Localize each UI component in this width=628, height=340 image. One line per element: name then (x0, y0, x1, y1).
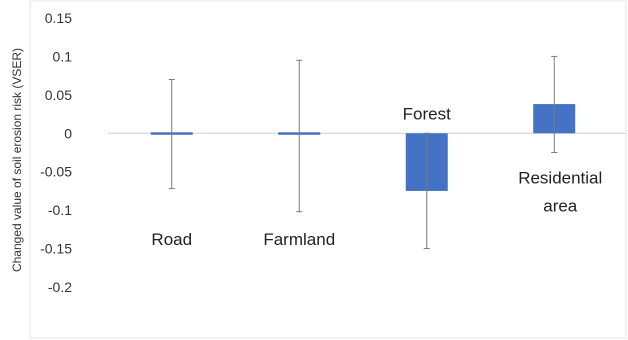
chart-border (29, 0, 627, 339)
category-label-line: Farmland (263, 230, 335, 249)
error-bars (168, 55, 558, 250)
bars (150, 104, 576, 191)
y-tick-label: 0.15 (45, 10, 72, 26)
y-tick-label: 0 (64, 125, 72, 141)
y-axis-ticks: 0.15 0.1 0.05 0 -0.05 -0.1 -0.15 -0.2 (40, 10, 72, 295)
y-tick-label: -0.15 (40, 241, 72, 257)
category-labels: Road Farmland Forest Residential area (151, 104, 602, 249)
category-label: Farmland (263, 230, 335, 249)
y-tick-label: -0.05 (40, 164, 72, 180)
category-label: Road (151, 230, 192, 249)
category-label-line: Residential (518, 168, 602, 187)
y-axis-title: Changed value of soil erosion risk (VSER… (10, 48, 24, 272)
category-label: Residential area (518, 168, 602, 215)
y-tick-label: 0.1 (53, 48, 73, 64)
y-tick-label: -0.1 (48, 202, 72, 218)
y-tick-label: -0.2 (48, 279, 72, 295)
category-label: Forest (403, 104, 451, 123)
y-tick-label: 0.05 (45, 87, 72, 103)
category-label-line: Forest (403, 104, 451, 123)
category-label-line: area (543, 196, 578, 215)
category-label-line: Road (151, 230, 192, 249)
